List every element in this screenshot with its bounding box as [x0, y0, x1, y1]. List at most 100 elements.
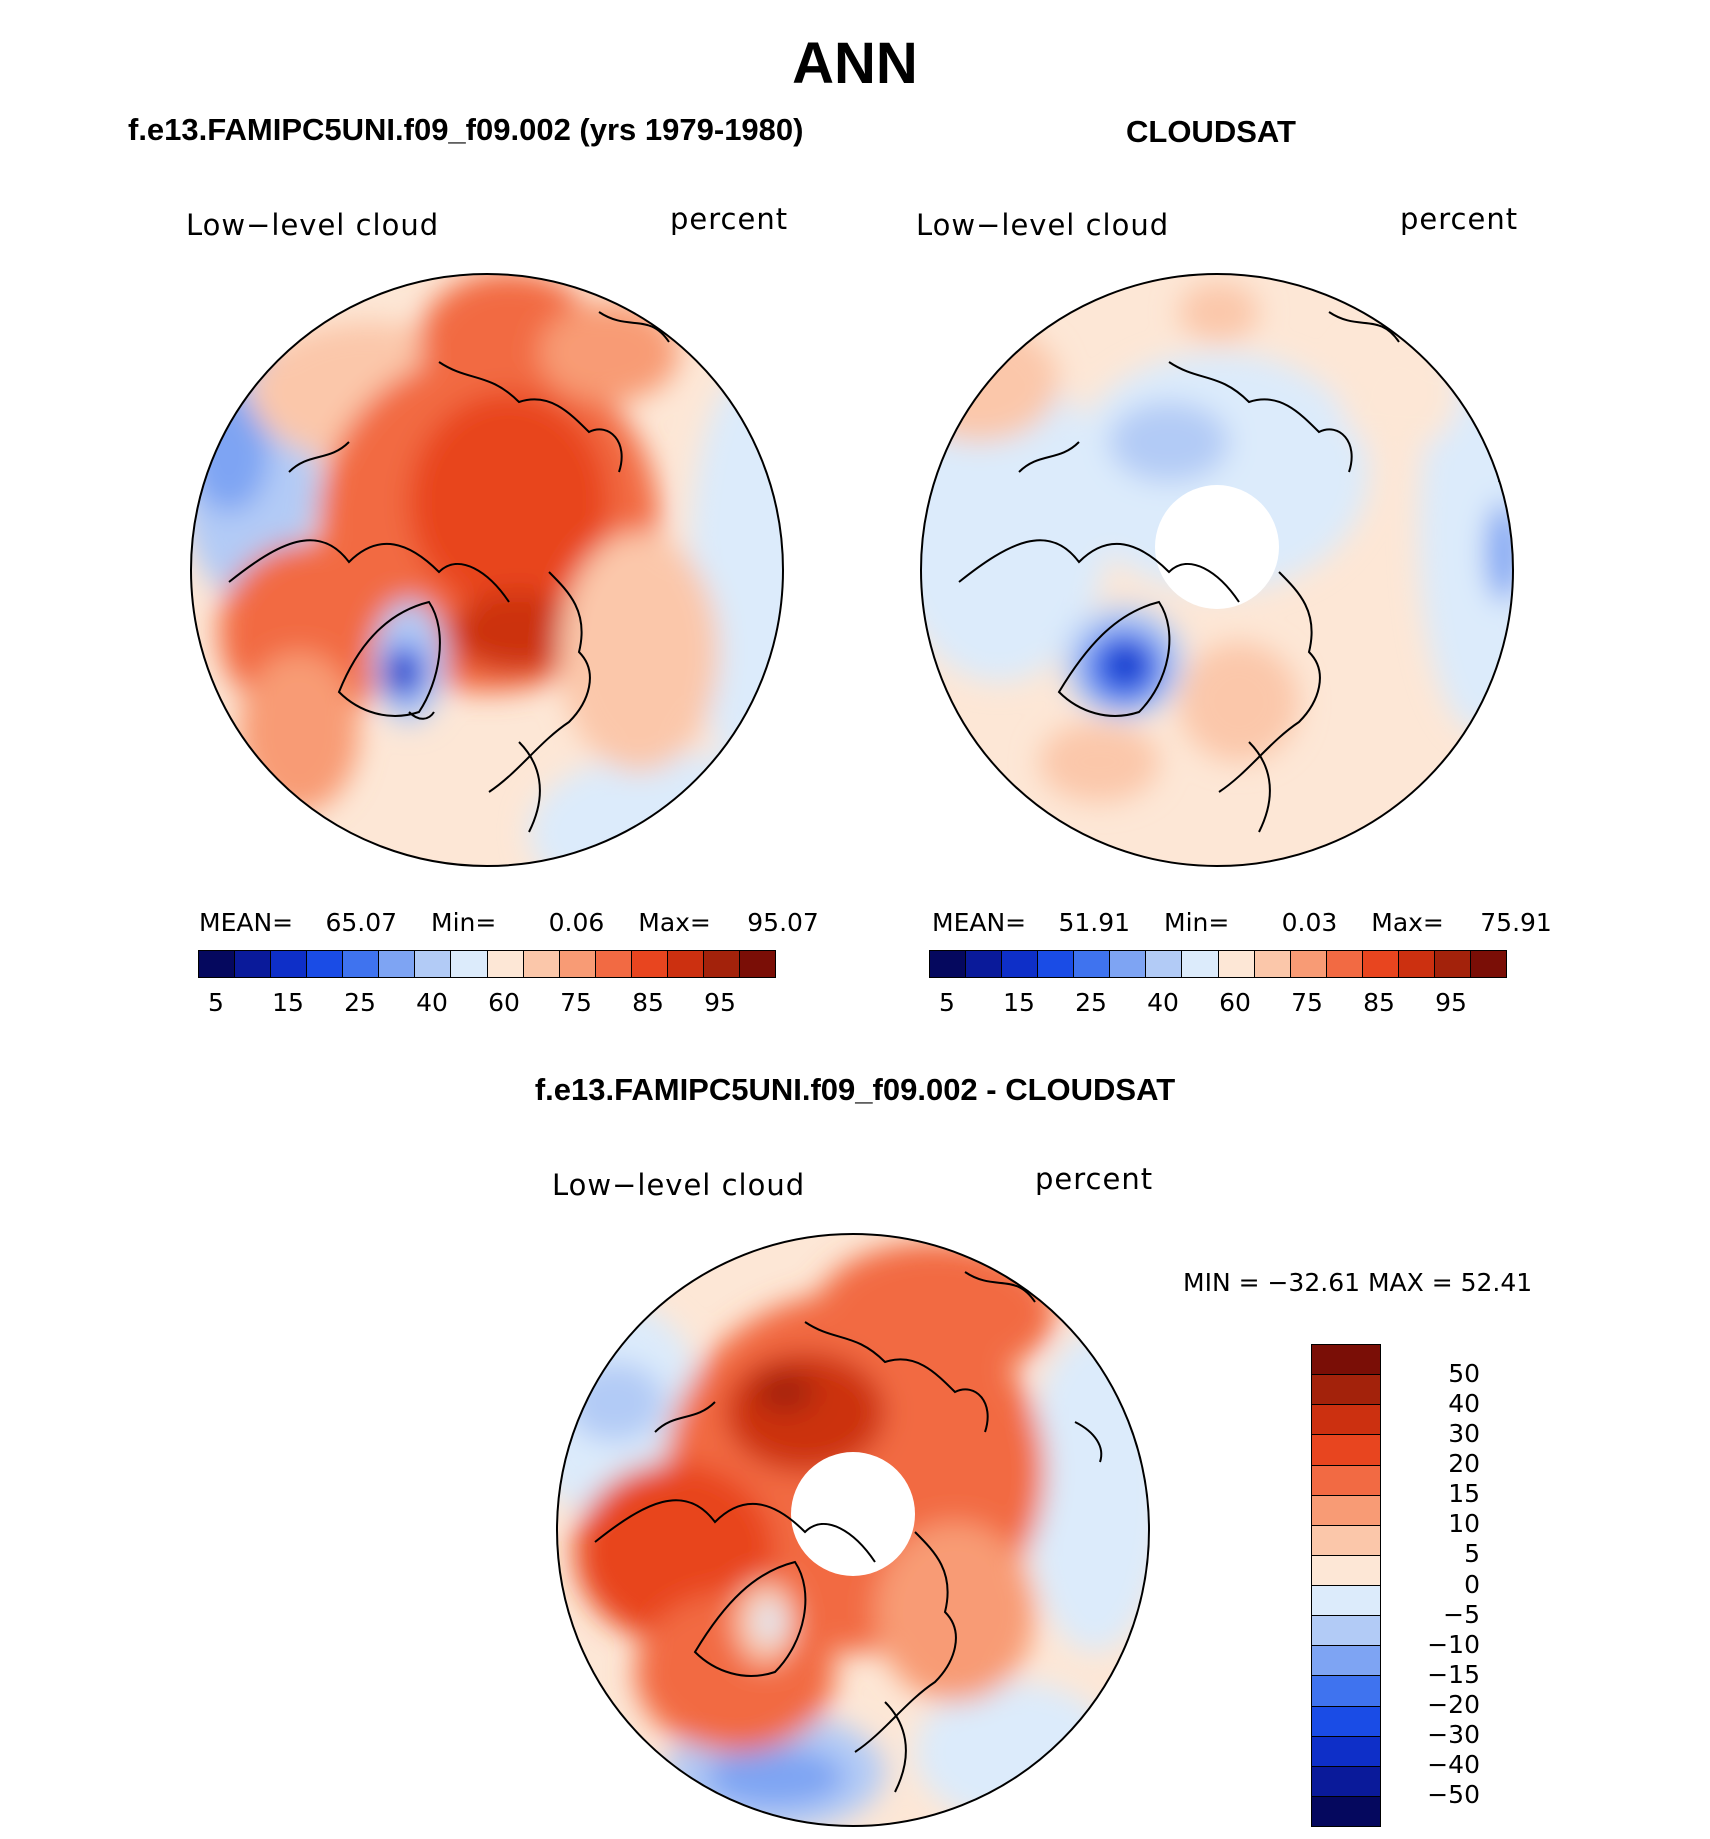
- panel-1-colorbar-tick-label: 95: [704, 988, 736, 1017]
- panel-2-colorbar-swatch: [1470, 951, 1506, 977]
- panel-3-colorbar-tick-label: 20: [1448, 1449, 1480, 1479]
- panel-1-colorbar-tick-label: 15: [272, 988, 304, 1017]
- panel-3-colorbar: [1311, 1344, 1381, 1827]
- panel-3-colorbar-tick-label: −10: [1427, 1629, 1480, 1659]
- panel-2-colorbar-tick-label: 25: [1075, 988, 1107, 1017]
- panel-2-mean-label: MEAN=: [932, 908, 1027, 937]
- panel-2-colorbar-swatch: [1326, 951, 1363, 977]
- panel-1-colorbar-swatch: [523, 951, 560, 977]
- panel-3-colorbar-tick-label: 10: [1448, 1509, 1480, 1539]
- panel-2-colorbar-swatch: [1002, 951, 1039, 977]
- panel-1-colorbar-tick-label: 40: [416, 988, 448, 1017]
- panel-2-mean-value: 51.91: [1058, 908, 1131, 937]
- panel-3-colorbar-tick-label: −5: [1443, 1599, 1480, 1629]
- panel-2-colorbar-tick-label: 95: [1435, 988, 1467, 1017]
- panel-3-colorbar-swatch: [1312, 1405, 1380, 1436]
- panel-1-colorbar-swatch: [415, 951, 452, 977]
- panel-3-colorbar-swatch: [1312, 1616, 1380, 1647]
- panel-3-colorbar-ticks: 50 40 30 20 15 10 5 0 −5 −10 −15 −20 −30 −40 −50: [1390, 1344, 1480, 1825]
- panel-1-colorbar-tick-label: 25: [344, 988, 376, 1017]
- panel-3-colorbar-tick-label: 50: [1448, 1359, 1480, 1389]
- panel-1-min-value: 0.06: [548, 908, 605, 937]
- panel-3-colorbar-swatch: [1312, 1706, 1380, 1737]
- panel-3-colorbar-swatch: [1312, 1736, 1380, 1767]
- panel-2-colorbar-tick-label: 15: [1003, 988, 1035, 1017]
- panel-3-colorbar-tick-label: −50: [1427, 1779, 1480, 1809]
- panel-2-colorbar-swatch: [1182, 951, 1219, 977]
- panel-1-colorbar-swatch: [307, 951, 344, 977]
- panel-1-colorbar-swatch: [559, 951, 596, 977]
- panel-3-colorbar-swatch: [1312, 1345, 1380, 1376]
- panel-1-title: f.e13.FAMIPC5UNI.f09_f09.002 (yrs 1979-1…: [128, 112, 804, 147]
- panel-2-colorbar-tick-label: 5: [939, 988, 955, 1017]
- panel-1-colorbar-swatch: [343, 951, 380, 977]
- panel-2-map: [919, 272, 1515, 868]
- panel-3-minmax: MIN = −32.61 MAX = 52.41: [1183, 1268, 1533, 1297]
- panel-2-colorbar-swatch: [1254, 951, 1291, 977]
- panel-2-colorbar-swatch: [1110, 951, 1147, 977]
- panel-2-colorbar-swatch: [1362, 951, 1399, 977]
- panel-2-max-label: Max=: [1371, 908, 1444, 937]
- panel-3-colorbar-swatch: [1312, 1435, 1380, 1466]
- panel-3-colorbar-swatch: [1312, 1525, 1380, 1556]
- panel-1-stats: MEAN= 65.07 Min= 0.06 Max= 95.07: [199, 908, 819, 937]
- panel-3-title: f.e13.FAMIPC5UNI.f09_f09.002 - CLOUDSAT: [534, 1072, 1176, 1107]
- panel-1-max-label: Max=: [638, 908, 711, 937]
- panel-3-colorbar-swatch: [1312, 1465, 1380, 1496]
- main-title: ANN: [792, 31, 918, 96]
- panel-1-colorbar-tick-label: 75: [560, 988, 592, 1017]
- panel-1-colorbar-swatch: [667, 951, 704, 977]
- panel-1-colorbar-tick-label: 60: [488, 988, 520, 1017]
- panel-1-colorbar-swatch: [595, 951, 632, 977]
- panel-3-colorbar-swatch: [1312, 1555, 1380, 1586]
- panel-1-colorbar-swatch: [379, 951, 416, 977]
- panel-1-mean-label: MEAN=: [199, 908, 294, 937]
- panel-2-min-value: 0.03: [1281, 908, 1338, 937]
- panel-2-variable-label: Low−level cloud: [916, 208, 1170, 242]
- panel-1-colorbar-swatch: [631, 951, 668, 977]
- panel-3-map: [555, 1232, 1151, 1828]
- panel-1-colorbar-swatch: [487, 951, 524, 977]
- panel-1-colorbar-swatch: [703, 951, 740, 977]
- panel-2-colorbar-tick-label: 75: [1291, 988, 1323, 1017]
- panel-1-colorbar-swatch: [199, 951, 236, 977]
- panel-3-colorbar-tick-label: 40: [1448, 1389, 1480, 1419]
- panel-1-colorbar-tick-label: 5: [208, 988, 224, 1017]
- panel-2-colorbar-ticks: 5 15 25 40 60 75 85 95: [929, 988, 1505, 1018]
- panel-1-map: [189, 272, 785, 868]
- panel-2-colorbar-swatch: [1074, 951, 1111, 977]
- panel-1-max-value: 95.07: [747, 908, 819, 937]
- panel-2-title: CLOUDSAT: [1126, 114, 1296, 149]
- panel-1-colorbar: [198, 950, 776, 978]
- panel-3-colorbar-tick-label: −30: [1427, 1719, 1480, 1749]
- panel-2-stats: MEAN= 51.91 Min= 0.03 Max= 75.91: [932, 908, 1552, 937]
- panel-2-colorbar-swatch: [1038, 951, 1075, 977]
- panel-3-colorbar-swatch: [1312, 1646, 1380, 1677]
- panel-3-colorbar-tick-label: 0: [1464, 1569, 1480, 1599]
- panel-2-colorbar-swatch: [1434, 951, 1471, 977]
- panel-2-min-label: Min=: [1164, 908, 1230, 937]
- panel-3-colorbar-tick-label: −15: [1427, 1659, 1480, 1689]
- panel-2-colorbar-tick-label: 40: [1147, 988, 1179, 1017]
- panel-1-colorbar-swatch: [271, 951, 308, 977]
- panel-2-max-value: 75.91: [1480, 908, 1552, 937]
- panel-3-colorbar-swatch: [1312, 1375, 1380, 1406]
- panel-1-variable-label: Low−level cloud: [186, 208, 440, 242]
- panel-1-units-label: percent: [670, 202, 789, 236]
- panel-3-colorbar-tick-label: −20: [1427, 1689, 1480, 1719]
- panel-3-colorbar-swatch: [1312, 1586, 1380, 1617]
- panel-1-colorbar-ticks: 5 15 25 40 60 75 85 95: [198, 988, 774, 1018]
- panel-1-colorbar-swatch: [235, 951, 272, 977]
- panel-3-units-label: percent: [1035, 1162, 1154, 1196]
- panel-2-colorbar: [929, 950, 1507, 978]
- panel-1-min-label: Min=: [431, 908, 497, 937]
- panel-3-colorbar-swatch: [1312, 1676, 1380, 1707]
- panel-1-colorbar-tick-label: 85: [632, 988, 664, 1017]
- panel-2-colorbar-swatch: [966, 951, 1003, 977]
- panel-1-mean-value: 65.07: [325, 908, 398, 937]
- panel-1-colorbar-swatch: [739, 951, 775, 977]
- panel-2-colorbar-swatch: [1290, 951, 1327, 977]
- panel-2-colorbar-swatch: [1146, 951, 1183, 977]
- panel-1-colorbar-swatch: [451, 951, 488, 977]
- panel-2-colorbar-swatch: [1398, 951, 1435, 977]
